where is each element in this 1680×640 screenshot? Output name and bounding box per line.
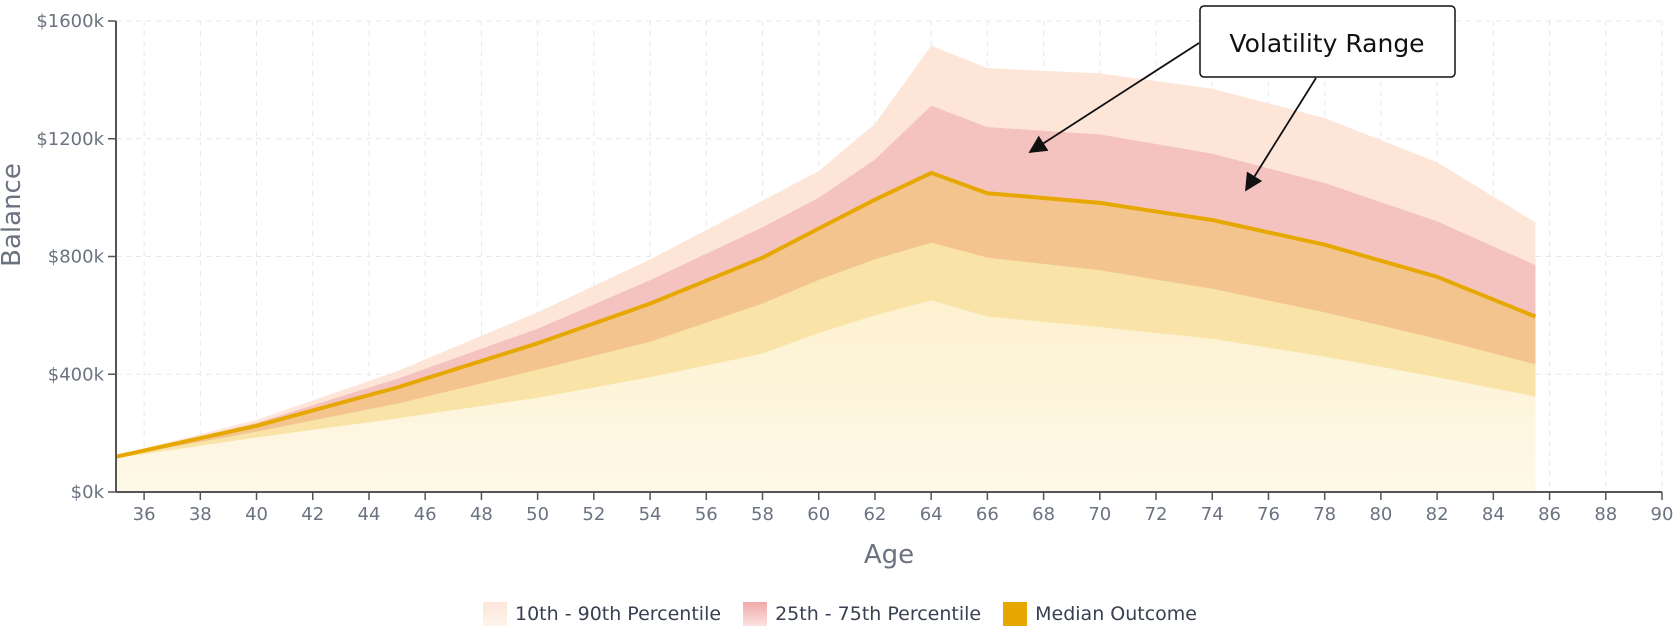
y-tick-label: $400k [48, 364, 105, 385]
x-tick-label: 62 [863, 504, 886, 525]
x-tick-label: 50 [526, 504, 549, 525]
legend: 10th - 90th Percentile 25th - 75th Perce… [0, 602, 1680, 626]
legend-swatch [1003, 602, 1028, 626]
legend-swatch [743, 602, 768, 626]
y-tick-label: $800k [48, 247, 105, 268]
x-tick-label: 64 [920, 504, 943, 525]
y-tick-label: $1200k [36, 129, 104, 150]
legend-item-median[interactable]: Median Outcome [1003, 602, 1197, 626]
annotation: Volatility Range [1028, 5, 1456, 192]
band-p10-p25 [116, 242, 1536, 459]
x-tick-label: 38 [189, 504, 212, 525]
legend-item-25-75[interactable]: 25th - 75th Percentile [743, 602, 981, 626]
annotation-text: Volatility Range [1229, 29, 1424, 58]
y-tick-label: $0k [71, 482, 105, 503]
x-tick-label: 48 [470, 504, 493, 525]
x-axis-label: Age [864, 540, 914, 570]
legend-swatch [483, 602, 507, 626]
x-tick-label: 70 [1088, 504, 1111, 525]
x-tick-label: 74 [1201, 504, 1224, 525]
x-tick-label: 82 [1426, 504, 1449, 525]
annotation-box [1199, 5, 1456, 78]
x-tick-label: 46 [414, 504, 437, 525]
legend-item-10-90[interactable]: 10th - 90th Percentile [483, 602, 721, 626]
x-tick-label: 52 [582, 504, 605, 525]
x-tick-label: 44 [358, 504, 381, 525]
x-tick-label: 90 [1651, 504, 1674, 525]
x-tick-label: 78 [1313, 504, 1336, 525]
x-tick-label: 84 [1482, 504, 1505, 525]
x-tick-label: 86 [1538, 504, 1561, 525]
legend-label: Median Outcome [1035, 603, 1197, 625]
x-tick-label: 36 [133, 504, 156, 525]
x-tick-label: 66 [976, 504, 999, 525]
axes: $0k $400k $800k $1200k $1600k 36 38 40 42 44 46 48 5… [36, 11, 1673, 525]
x-tick-label: 72 [1145, 504, 1168, 525]
x-tick-label: 42 [301, 504, 324, 525]
annotation-arrow [1245, 77, 1317, 192]
band-median-p75 [116, 105, 1536, 457]
y-tick-label: $1600k [36, 11, 104, 32]
x-tick-label: 76 [1257, 504, 1280, 525]
y-axis-label: Balance [0, 163, 27, 267]
x-tick-label: 80 [1369, 504, 1392, 525]
bands [115, 45, 1537, 492]
x-tick-label: 58 [751, 504, 774, 525]
median-line [115, 170, 1537, 459]
band-p25-median [116, 172, 1536, 458]
legend-label: 10th - 90th Percentile [515, 603, 722, 625]
x-tick-label: 68 [1032, 504, 1055, 525]
annotation-arrow [1028, 42, 1200, 153]
x-tick-label: 60 [807, 504, 830, 525]
x-tick-label: 54 [639, 504, 662, 525]
x-tick-label: 88 [1594, 504, 1617, 525]
x-tick-label: 40 [245, 504, 268, 525]
legend-label: 25th - 75th Percentile [775, 603, 982, 625]
band-below-p10 [116, 300, 1536, 492]
x-tick-label: 56 [695, 504, 718, 525]
